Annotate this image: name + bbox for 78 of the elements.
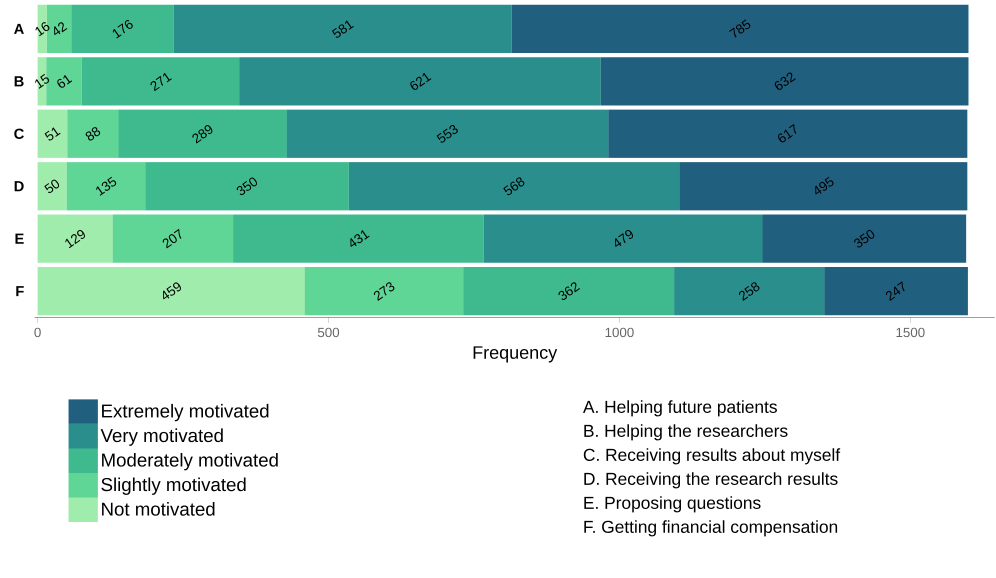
data-label: 271	[150, 72, 172, 92]
data-label: 50	[44, 180, 60, 193]
data-label: 495	[815, 176, 834, 194]
data-label: 135	[96, 176, 116, 196]
bar	[239, 57, 601, 106]
data-label: 15	[35, 74, 50, 89]
text: B. Helping the researchers	[584, 424, 788, 440]
bar	[304, 266, 464, 316]
text: A. Helping future patients	[582, 400, 777, 416]
data-label: 258	[738, 282, 760, 301]
legend-label: Very motivated	[100, 428, 223, 446]
data-label: 247	[886, 281, 905, 301]
data-label: 581	[332, 20, 354, 38]
bar	[38, 110, 68, 158]
bar	[82, 57, 240, 106]
y-tick-label: B	[14, 76, 24, 86]
legend-label: Moderately motivated	[102, 452, 278, 470]
bar	[463, 266, 674, 316]
data-label: 568	[503, 177, 524, 196]
bar	[679, 162, 968, 210]
bar	[38, 266, 305, 316]
bar	[38, 162, 67, 210]
legend-label: Slightly motivated	[101, 478, 246, 495]
bar	[233, 214, 484, 263]
bar	[38, 214, 113, 263]
bar	[67, 110, 118, 158]
bar	[348, 162, 680, 210]
y-tick-label: E	[15, 234, 24, 244]
data-label: 553	[436, 124, 458, 143]
data-label: 362	[558, 282, 580, 300]
text: F. Getting financial compensation	[584, 520, 838, 536]
bar	[674, 266, 824, 316]
y-tick-label: C	[14, 128, 24, 139]
data-label: 207	[162, 228, 182, 248]
x-axis-title: Frequency	[474, 346, 558, 362]
data-label: 289	[192, 125, 212, 144]
data-label: 350	[236, 177, 258, 196]
bar	[484, 214, 763, 263]
data-label: 273	[374, 282, 394, 301]
bar	[762, 214, 966, 263]
data-label: 350	[854, 230, 874, 248]
bar	[824, 266, 968, 316]
x-tick-label: 1000	[606, 328, 634, 338]
data-label: 88	[86, 127, 100, 141]
legend-label: Extremely motivated	[102, 404, 268, 422]
y-tick-label: D	[14, 181, 24, 192]
y-tick-label: F	[16, 286, 24, 296]
y-tick-label: A	[14, 24, 24, 34]
data-label: 16	[35, 22, 50, 36]
x-tick-label: 1500	[896, 328, 925, 338]
data-label: 785	[728, 19, 750, 38]
bar	[66, 162, 146, 210]
data-label: 176	[112, 20, 133, 38]
text: D. Receiving the research results	[584, 472, 838, 488]
x-tick-label: 0	[34, 328, 41, 338]
data-label: 479	[615, 230, 634, 247]
text: E. Proposing questions	[584, 496, 761, 512]
data-label: 42	[54, 22, 68, 36]
x-tick-label: 500	[318, 328, 340, 338]
data-label: 431	[350, 230, 370, 247]
data-label: 61	[57, 74, 72, 88]
bar	[174, 4, 512, 54]
bar	[118, 110, 287, 158]
data-label: 459	[163, 282, 181, 300]
data-label: 617	[778, 124, 796, 142]
data-label: 51	[44, 127, 61, 140]
bar	[286, 110, 608, 158]
bar	[112, 214, 234, 263]
data-label: 632	[774, 72, 796, 90]
bar	[71, 4, 174, 54]
bar	[145, 162, 349, 210]
data-label: 129	[65, 230, 85, 248]
legend-label: Not motivated	[102, 502, 214, 516]
data-label: 621	[410, 72, 432, 90]
bar	[600, 57, 968, 106]
text: C. Receiving results about myself	[584, 448, 840, 464]
bar	[608, 110, 968, 158]
bar	[512, 4, 968, 54]
